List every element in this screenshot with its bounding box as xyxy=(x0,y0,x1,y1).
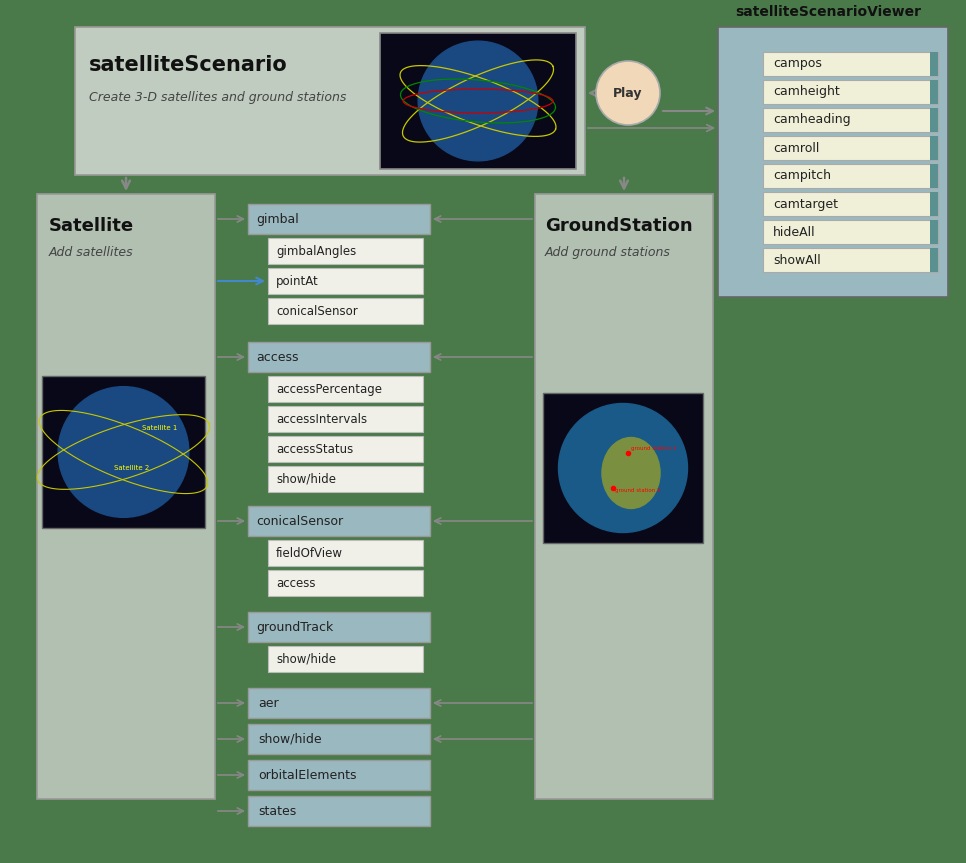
Text: fieldOfView: fieldOfView xyxy=(276,546,343,559)
Bar xyxy=(268,268,423,294)
Text: pointAt: pointAt xyxy=(276,274,319,287)
Bar xyxy=(37,194,215,799)
Bar xyxy=(763,164,938,188)
Text: accessPercentage: accessPercentage xyxy=(276,382,382,395)
Bar xyxy=(763,220,938,244)
Circle shape xyxy=(418,41,538,161)
Bar xyxy=(248,760,430,790)
Bar xyxy=(763,192,938,216)
Bar xyxy=(248,796,430,826)
Text: aer: aer xyxy=(258,696,278,709)
Circle shape xyxy=(558,404,688,532)
Text: hideAll: hideAll xyxy=(773,225,815,238)
Circle shape xyxy=(58,387,189,517)
Text: Satellite: Satellite xyxy=(49,217,134,235)
Text: satelliteScenario: satelliteScenario xyxy=(89,55,288,75)
Text: Play: Play xyxy=(613,86,642,99)
Bar xyxy=(248,506,430,536)
Bar xyxy=(268,376,423,402)
Bar xyxy=(248,688,430,718)
Text: Satellite 1: Satellite 1 xyxy=(141,425,177,431)
Bar xyxy=(380,33,576,169)
Text: satelliteScenarioViewer: satelliteScenarioViewer xyxy=(735,5,921,19)
Text: camheight: camheight xyxy=(773,85,839,98)
Text: Create 3-D satellites and ground stations: Create 3-D satellites and ground station… xyxy=(89,91,347,104)
Bar xyxy=(763,108,938,132)
Bar xyxy=(763,248,938,272)
Bar xyxy=(75,27,585,175)
Text: ground station 2: ground station 2 xyxy=(615,488,661,493)
Text: Add ground stations: Add ground stations xyxy=(545,245,670,259)
Text: access: access xyxy=(256,350,298,363)
Bar xyxy=(930,192,938,216)
Bar xyxy=(268,570,423,596)
Bar xyxy=(930,52,938,76)
Bar xyxy=(248,342,430,372)
Bar xyxy=(268,436,423,462)
Bar xyxy=(268,298,423,324)
Bar xyxy=(763,136,938,160)
Bar xyxy=(543,393,703,543)
Text: show/hide: show/hide xyxy=(276,652,336,665)
Text: Satellite 2: Satellite 2 xyxy=(113,465,149,471)
Bar xyxy=(763,80,938,104)
Text: conicalSensor: conicalSensor xyxy=(256,514,343,527)
Text: campitch: campitch xyxy=(773,169,831,182)
Text: GroundStation: GroundStation xyxy=(545,217,693,235)
Bar xyxy=(930,248,938,272)
Bar xyxy=(930,220,938,244)
Text: Add satellites: Add satellites xyxy=(49,245,133,259)
Bar xyxy=(763,52,938,76)
Bar xyxy=(268,238,423,264)
Bar xyxy=(930,80,938,104)
Text: show/hide: show/hide xyxy=(258,733,322,746)
Text: states: states xyxy=(258,804,297,817)
Bar xyxy=(930,164,938,188)
Bar xyxy=(248,612,430,642)
Bar xyxy=(248,724,430,754)
Circle shape xyxy=(596,61,660,125)
Text: conicalSensor: conicalSensor xyxy=(276,305,357,318)
Bar xyxy=(268,466,423,492)
Text: groundTrack: groundTrack xyxy=(256,620,333,633)
Text: ground station 1: ground station 1 xyxy=(631,446,676,451)
Text: campos: campos xyxy=(773,58,822,71)
Text: camroll: camroll xyxy=(773,142,819,154)
Text: accessIntervals: accessIntervals xyxy=(276,413,367,425)
Text: camheading: camheading xyxy=(773,114,851,127)
Bar xyxy=(268,646,423,672)
Bar xyxy=(930,136,938,160)
Text: showAll: showAll xyxy=(773,254,821,267)
Bar xyxy=(268,540,423,566)
Text: gimbal: gimbal xyxy=(256,212,298,225)
Text: show/hide: show/hide xyxy=(276,473,336,486)
Bar xyxy=(42,376,205,528)
Text: camtarget: camtarget xyxy=(773,198,838,211)
Bar xyxy=(930,108,938,132)
Bar xyxy=(268,406,423,432)
Bar xyxy=(535,194,713,799)
Text: gimbalAngles: gimbalAngles xyxy=(276,244,356,257)
Bar xyxy=(248,204,430,234)
Text: accessStatus: accessStatus xyxy=(276,443,354,456)
Bar xyxy=(718,27,948,297)
Text: access: access xyxy=(276,576,316,589)
Text: orbitalElements: orbitalElements xyxy=(258,768,356,782)
Ellipse shape xyxy=(602,438,660,508)
